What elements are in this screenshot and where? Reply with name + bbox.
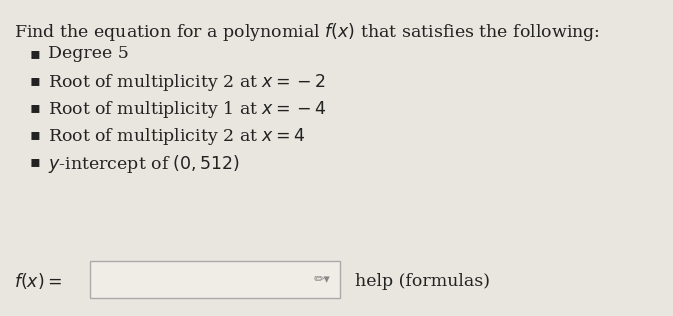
Text: ✏▾: ✏▾ (314, 273, 330, 286)
Text: ▪: ▪ (30, 45, 41, 62)
Text: ▪: ▪ (30, 153, 41, 170)
Text: $y$-intercept of $(0, 512)$: $y$-intercept of $(0, 512)$ (48, 153, 240, 175)
Text: $f(x) =$: $f(x) =$ (14, 271, 62, 291)
Text: Root of multiplicity 2 at $x = 4$: Root of multiplicity 2 at $x = 4$ (48, 126, 306, 147)
Text: Degree 5: Degree 5 (48, 45, 129, 62)
Text: ▪: ▪ (30, 99, 41, 116)
Text: help (formulas): help (formulas) (355, 272, 490, 289)
Text: Root of multiplicity 1 at $x = -4$: Root of multiplicity 1 at $x = -4$ (48, 99, 327, 120)
Text: ▪: ▪ (30, 126, 41, 143)
Text: ▪: ▪ (30, 72, 41, 89)
Bar (90, 261, 340, 298)
Text: Find the equation for a polynomial $f(x)$ that satisfies the following:: Find the equation for a polynomial $f(x)… (14, 21, 600, 43)
Text: Root of multiplicity 2 at $x = -2$: Root of multiplicity 2 at $x = -2$ (48, 72, 326, 93)
